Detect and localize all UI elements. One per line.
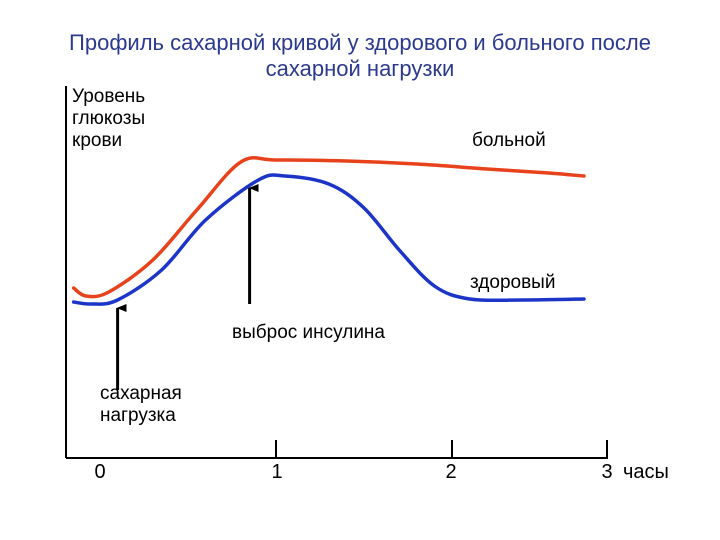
y-axis-label: Уровень глюкозы крови [72,86,145,152]
y-axis-label-line-1: Уровень [72,86,146,107]
annotation-sugar-load: сахарная нагрузка [100,383,182,427]
x-tick-label-1: 1 [271,461,283,483]
series-line-healthy [71,173,586,306]
series-label-sick: больной [472,130,546,151]
x-tick-label-2: 2 [445,461,457,483]
x-tick-label-0: 0 [94,461,106,483]
chart-title-line-1: Профиль сахарной кривой у здорового и бо… [69,30,651,55]
annotation-insulin-release: выброс инсулина [232,322,385,343]
x-tick-label-3: 3 [601,461,613,483]
series-label-healthy: здоровый [470,272,556,293]
y-axis-label-line-3: крови [72,130,123,151]
annotation-sugar-load-line-1: сахарная [100,383,182,404]
y-axis-label-line-2: глюкозы [72,108,146,129]
x-axis-unit: часы [623,461,669,483]
series-line-sick [71,156,586,299]
chart-title: Профиль сахарной кривой у здорового и бо… [0,30,720,82]
chart-title-line-2: сахарной нагрузки [265,56,455,81]
annotation-sugar-load-line-2: нагрузка [100,405,176,426]
